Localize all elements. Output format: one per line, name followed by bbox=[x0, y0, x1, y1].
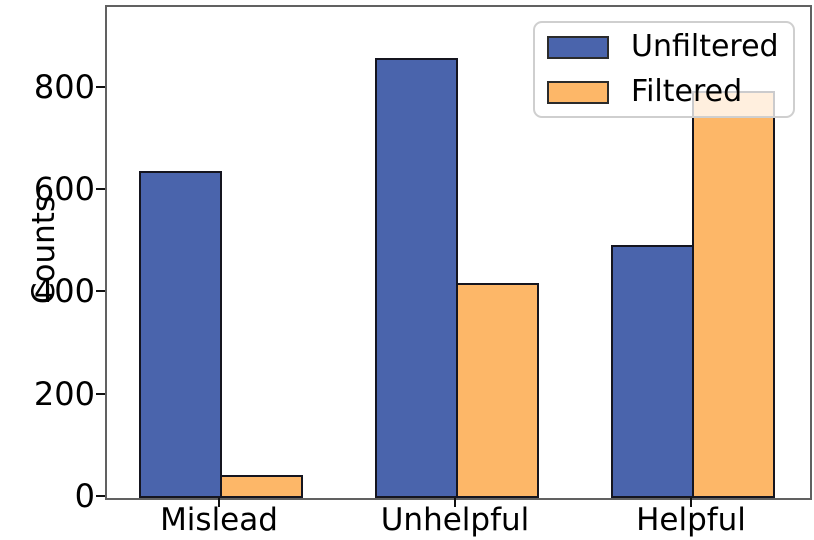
x-tick-label-unhelpful: Unhelpful bbox=[380, 502, 530, 538]
y-tick-mark bbox=[96, 290, 105, 293]
y-tick-mark bbox=[96, 85, 105, 88]
bar-unfiltered-unhelpful bbox=[375, 58, 458, 498]
x-tick-label-helpful: Helpful bbox=[636, 502, 746, 538]
filtered-swatch-icon bbox=[547, 80, 609, 104]
legend-entry-filtered: Filtered bbox=[547, 76, 781, 108]
y-tick-label-200: 200 bbox=[33, 374, 95, 413]
x-tick-mark bbox=[690, 498, 692, 507]
y-tick-label-0: 0 bbox=[74, 477, 95, 515]
bar-unfiltered-mislead bbox=[139, 171, 222, 498]
x-tick-label-mislead: Mislead bbox=[160, 502, 278, 538]
y-tick-mark bbox=[96, 392, 105, 395]
bar-unfiltered-helpful bbox=[611, 245, 694, 498]
y-tick-mark bbox=[96, 188, 105, 191]
plot-area bbox=[105, 5, 812, 500]
legend-label-filtered: Filtered bbox=[631, 74, 743, 109]
bar-filtered-mislead bbox=[220, 475, 303, 498]
y-tick-label-600: 600 bbox=[33, 170, 95, 209]
x-tick-mark bbox=[218, 498, 220, 507]
y-tick-mark bbox=[96, 495, 105, 497]
y-tick-label-800: 800 bbox=[33, 67, 95, 106]
y-tick-label-400: 400 bbox=[33, 272, 95, 311]
bar-filtered-unhelpful bbox=[456, 283, 539, 498]
legend: Unfiltered Filtered bbox=[533, 21, 795, 118]
unfiltered-swatch-icon bbox=[547, 35, 609, 59]
x-tick-mark bbox=[454, 498, 456, 507]
legend-label-unfiltered: Unfiltered bbox=[631, 29, 779, 64]
bar-filtered-helpful bbox=[692, 91, 775, 498]
legend-entry-unfiltered: Unfiltered bbox=[547, 31, 781, 63]
